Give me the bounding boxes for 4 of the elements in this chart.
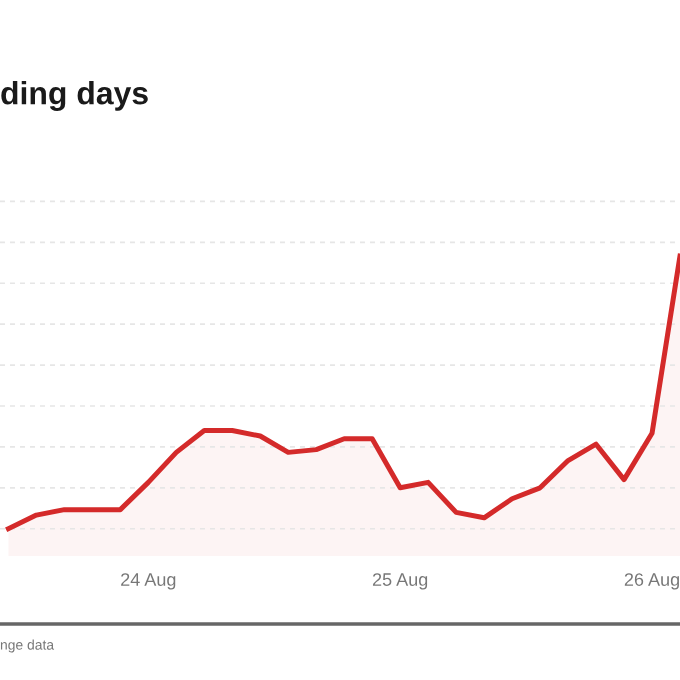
- chart-title: ding days: [1, 81, 148, 111]
- x-tick-label: 24 Aug: [121, 573, 176, 590]
- x-tick-label: 25 Aug: [372, 573, 428, 590]
- x-tick-label: 26 Aug: [624, 573, 679, 590]
